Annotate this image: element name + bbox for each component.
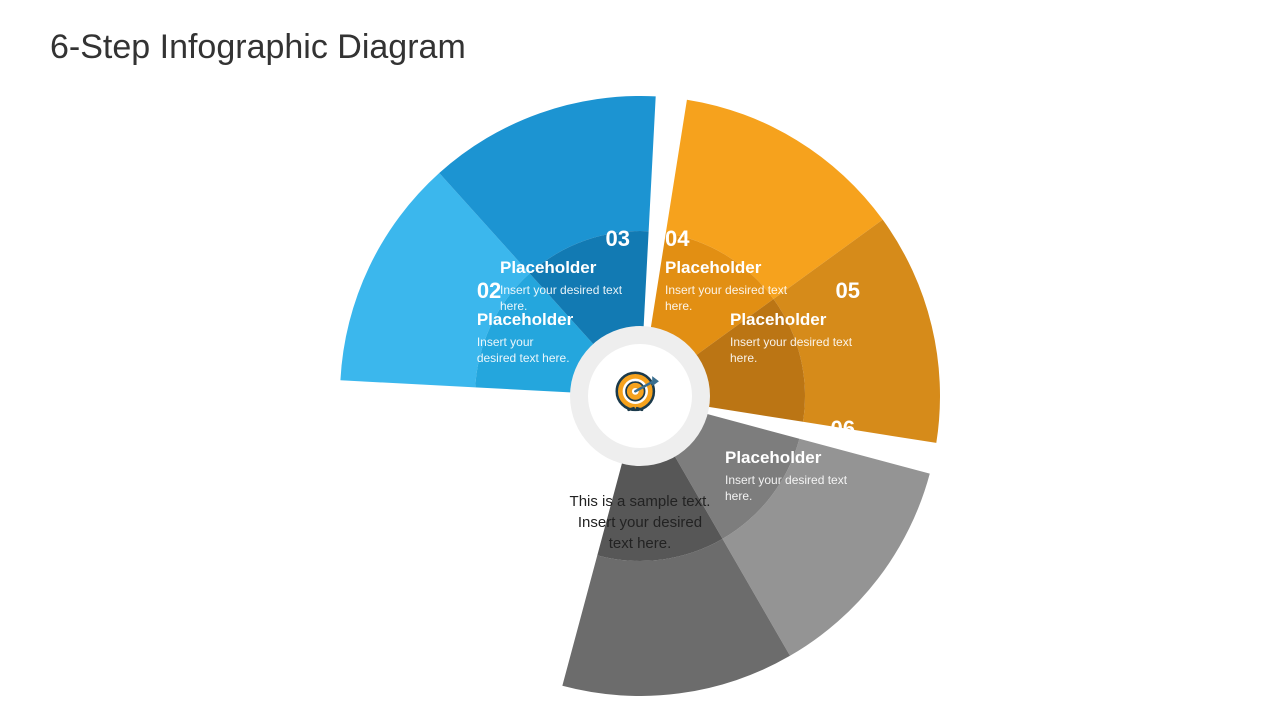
caption-line: This is a sample text. [570, 493, 711, 510]
slide: 6-Step Infographic Diagram 01 Placeholde… [0, 0, 1280, 720]
center-caption: This is a sample text. Insert your desir… [530, 491, 750, 554]
page-title: 6-Step Infographic Diagram [50, 28, 466, 67]
radial-fan-diagram: 01 Placeholder Insert your desired text … [340, 96, 940, 696]
center-icon-badge [610, 366, 670, 426]
caption-line: Insert your desired [578, 514, 702, 531]
caption-line: text here. [609, 535, 672, 552]
target-icon [610, 366, 664, 420]
